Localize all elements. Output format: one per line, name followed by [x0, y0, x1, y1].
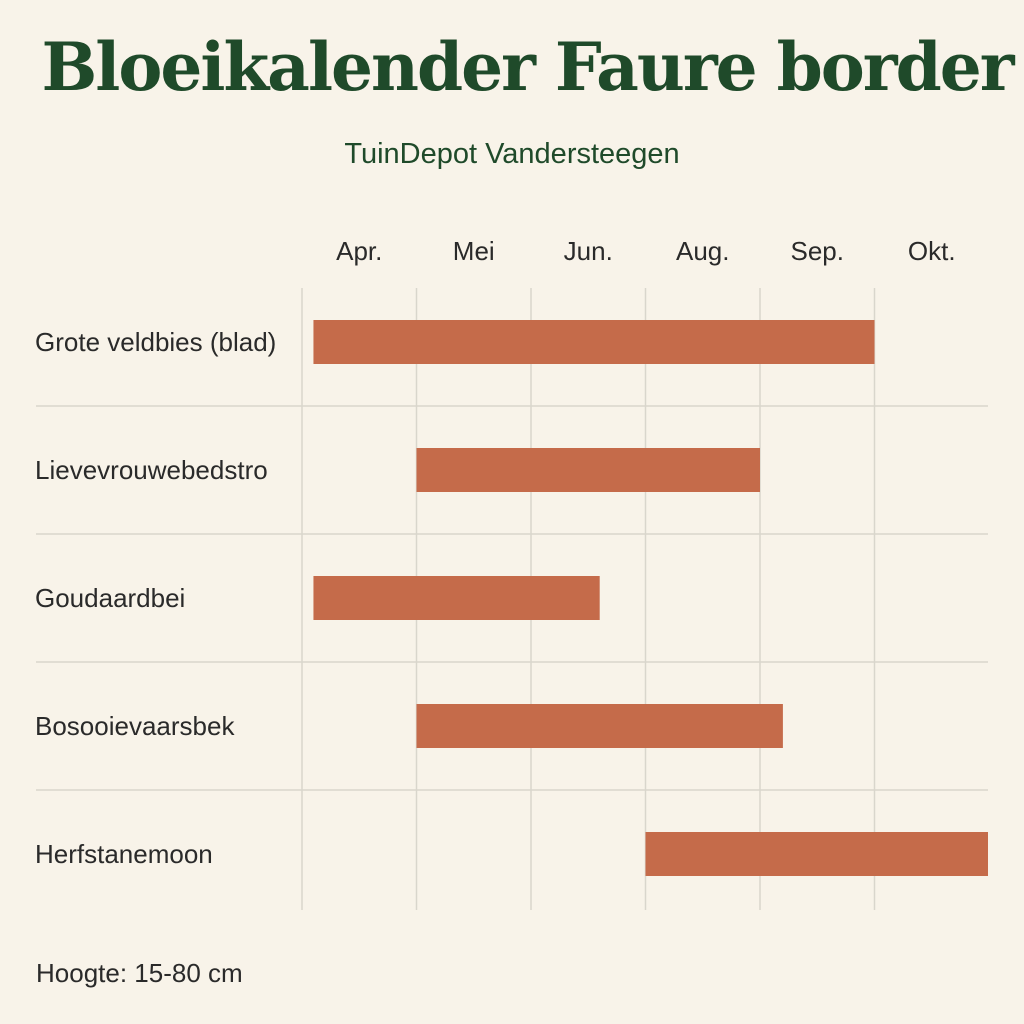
height-footnote: Hoogte: 15-80 cm	[36, 958, 243, 988]
month-label: Jun.	[564, 236, 613, 266]
bloom-bar	[313, 320, 875, 364]
row-label: Bosooievaarsbek	[35, 711, 235, 741]
month-label: Aug.	[676, 236, 730, 266]
bloom-bar	[313, 576, 600, 620]
month-label: Sep.	[791, 236, 845, 266]
bloom-bar	[416, 704, 783, 748]
chart-subtitle: TuinDepot Vandersteegen	[344, 138, 680, 170]
bloom-bar	[416, 448, 760, 492]
row-label: Herfstanemoon	[35, 839, 213, 869]
month-label: Apr.	[336, 236, 382, 266]
row-label: Lievevrouwebedstro	[35, 455, 268, 485]
row-label: Goudaardbei	[35, 583, 185, 613]
bloom-bar	[645, 832, 988, 876]
month-label: Okt.	[908, 236, 956, 266]
chart-title: Bloeikalender Faure border	[41, 28, 1015, 106]
row-label: Grote veldbies (blad)	[35, 327, 276, 357]
month-label: Mei	[453, 236, 495, 266]
